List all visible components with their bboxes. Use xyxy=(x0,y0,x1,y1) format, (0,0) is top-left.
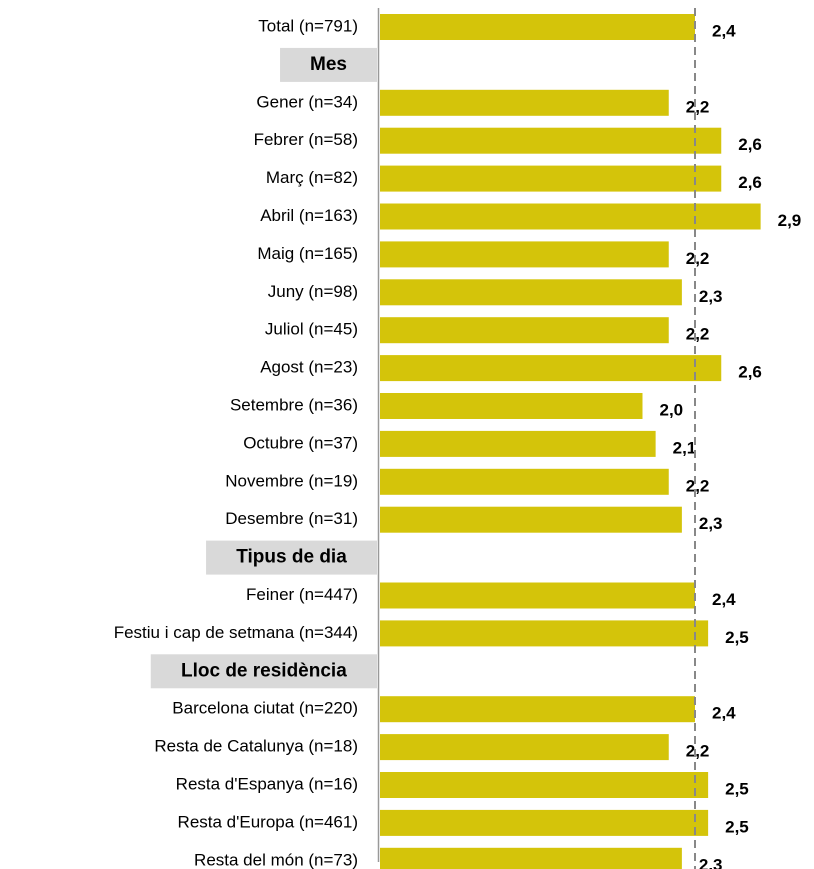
value-label: 2,6 xyxy=(738,363,762,382)
category-label: Abril (n=163) xyxy=(260,206,358,225)
bar xyxy=(380,696,695,723)
section-header-bg xyxy=(206,540,377,575)
category-label: Març (n=82) xyxy=(266,168,358,187)
value-label: 2,5 xyxy=(725,817,749,836)
section-header-bg xyxy=(150,654,377,689)
bar xyxy=(380,317,669,344)
bar xyxy=(380,772,709,798)
category-label: Juliol (n=45) xyxy=(265,320,358,339)
section-header: Lloc de residència xyxy=(181,660,347,681)
category-label: Juny (n=98) xyxy=(268,282,358,301)
category-label: Barcelona ciutat (n=220) xyxy=(172,699,358,718)
value-label: 2,5 xyxy=(725,779,749,798)
section-header: Mes xyxy=(310,54,347,75)
category-label: Novembre (n=19) xyxy=(225,471,358,490)
value-label: 2,6 xyxy=(738,135,762,154)
category-label: Feiner (n=447) xyxy=(246,585,358,604)
value-label: 2,0 xyxy=(660,400,684,419)
category-label: Octubre (n=37) xyxy=(243,433,358,452)
bar xyxy=(380,506,682,533)
bar xyxy=(380,355,722,382)
category-label: Festiu i cap de setmana (n=344) xyxy=(114,623,358,642)
bar xyxy=(380,847,682,869)
value-label: 2,4 xyxy=(712,21,736,40)
category-label: Maig (n=165) xyxy=(257,244,358,263)
category-label: Agost (n=23) xyxy=(260,358,358,377)
value-label: 2,2 xyxy=(686,476,710,495)
bar xyxy=(380,393,643,419)
value-label: 2,2 xyxy=(686,742,710,761)
bar xyxy=(380,582,695,609)
bar xyxy=(380,203,761,230)
value-label: 2,3 xyxy=(699,855,723,869)
value-label: 2,2 xyxy=(686,325,710,344)
bar xyxy=(380,89,669,116)
value-label: 2,6 xyxy=(738,173,762,192)
value-label: 2,3 xyxy=(699,287,723,306)
category-label: Resta del món (n=73) xyxy=(194,850,358,869)
bar xyxy=(380,127,722,154)
value-label: 2,4 xyxy=(712,704,736,723)
section-header-bg xyxy=(280,47,377,82)
value-label: 2,2 xyxy=(686,97,710,116)
value-label: 2,9 xyxy=(778,211,802,230)
category-label: Febrer (n=58) xyxy=(254,130,358,149)
value-label: 2,5 xyxy=(725,628,749,647)
bar xyxy=(380,809,709,836)
category-label: Setembre (n=36) xyxy=(230,395,358,414)
bar xyxy=(380,14,695,40)
category-label: Gener (n=34) xyxy=(256,92,358,111)
category-label: Resta d'Espanya (n=16) xyxy=(176,774,358,793)
bar xyxy=(380,620,709,647)
category-label: Resta de Catalunya (n=18) xyxy=(154,737,358,756)
category-label: Desembre (n=31) xyxy=(225,509,358,528)
value-label: 2,2 xyxy=(686,249,710,268)
bar xyxy=(380,430,656,457)
bar xyxy=(380,734,669,761)
category-label: Resta d'Europa (n=461) xyxy=(178,812,358,831)
category-label: Total (n=791) xyxy=(258,16,358,35)
bar xyxy=(380,468,669,495)
bar xyxy=(380,165,722,192)
bar xyxy=(380,241,669,268)
value-label: 2,3 xyxy=(699,514,723,533)
bar xyxy=(380,279,682,306)
value-label: 2,4 xyxy=(712,590,736,609)
value-label: 2,1 xyxy=(673,438,697,457)
section-header: Tipus de dia xyxy=(236,547,347,568)
